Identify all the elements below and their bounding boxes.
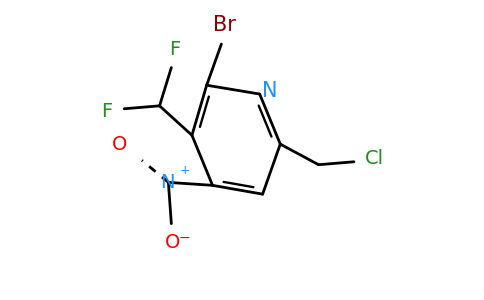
Text: Cl: Cl — [365, 149, 384, 168]
Text: N: N — [160, 173, 174, 192]
Text: F: F — [101, 102, 112, 121]
Text: +: + — [179, 164, 190, 177]
Text: O: O — [112, 135, 127, 154]
Text: −: − — [179, 231, 190, 245]
Text: Br: Br — [213, 15, 236, 35]
Text: O: O — [165, 233, 181, 252]
Text: N: N — [262, 81, 278, 101]
Text: F: F — [168, 40, 180, 59]
